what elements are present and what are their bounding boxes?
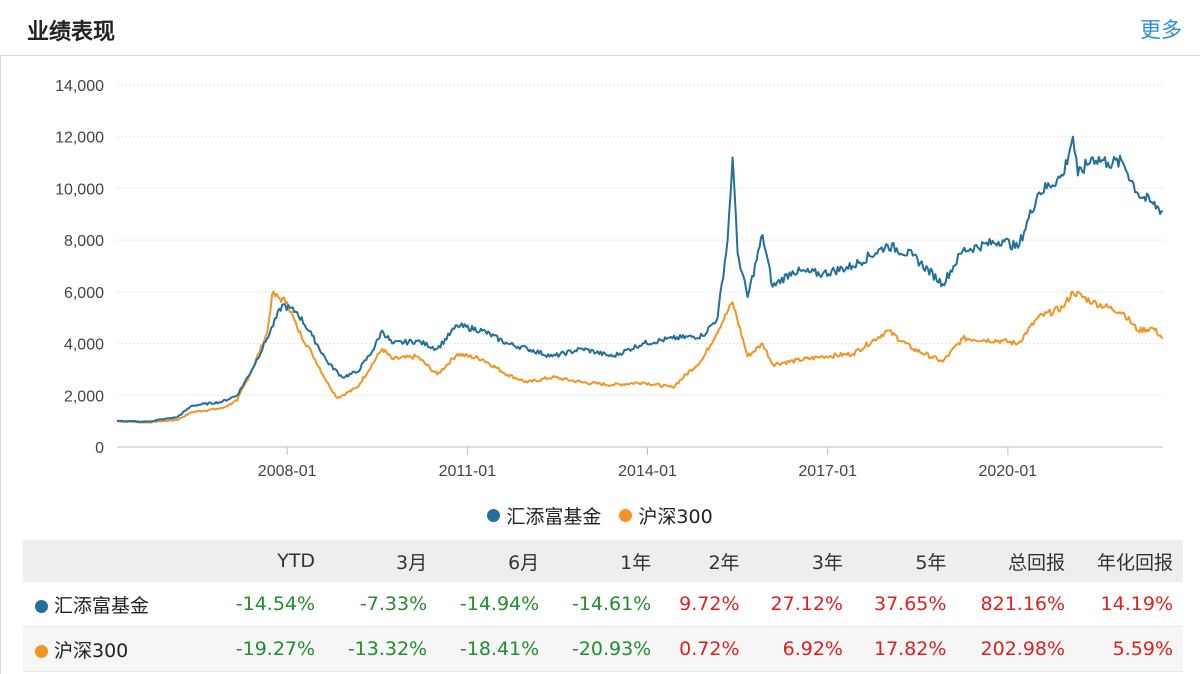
row-color-dot xyxy=(35,599,48,613)
performance-table: YTD 3月 6月 1年 2年 3年 5年 总回报 年化回报 汇添富基金 -14.… xyxy=(23,540,1183,672)
return-cell: -14.54% xyxy=(213,582,326,627)
chart-legend: 汇添富基金 沪深300 xyxy=(0,502,1200,529)
return-cell: 37.65% xyxy=(852,582,957,627)
return-cell: -14.61% xyxy=(549,582,662,627)
return-cell: 821.16% xyxy=(956,582,1076,627)
legend-label-fund: 汇添富基金 xyxy=(506,506,602,528)
x-tick-label: 2020-01 xyxy=(978,463,1037,480)
return-cell: 5.59% xyxy=(1075,626,1183,672)
series-line xyxy=(116,290,1164,424)
x-tick-label: 2008-01 xyxy=(258,463,317,480)
y-tick-label: 8,000 xyxy=(64,233,104,250)
return-cell: -18.41% xyxy=(437,626,550,672)
chart-panel xyxy=(0,55,1200,674)
row-name: 汇添富基金 xyxy=(54,594,150,617)
legend-dot-index xyxy=(619,509,633,522)
row-name: 沪深300 xyxy=(54,639,129,662)
section-header: 业绩表现 更多 xyxy=(0,0,1200,56)
return-cell: -7.33% xyxy=(325,582,438,627)
legend-dot-fund xyxy=(487,509,501,522)
return-cell: 202.98% xyxy=(956,626,1076,672)
return-cell: 0.72% xyxy=(661,626,750,672)
series-line xyxy=(116,135,1164,424)
row-color-dot xyxy=(35,644,48,658)
row-name-cell: 沪深300 xyxy=(23,626,213,672)
y-tick-label: 4,000 xyxy=(64,337,104,354)
x-tick-label: 2017-01 xyxy=(798,463,857,480)
header-3m: 3月 xyxy=(325,540,438,582)
series-lines xyxy=(116,135,1164,424)
x-tick-label: 2011-01 xyxy=(439,463,497,480)
return-cell: 14.19% xyxy=(1075,582,1183,627)
return-cell: -13.32% xyxy=(325,626,438,672)
more-link[interactable]: 更多 xyxy=(1140,18,1182,42)
y-tick-label: 10,000 xyxy=(55,181,104,198)
header-2y: 2年 xyxy=(661,540,750,582)
y-tick-label: 2,000 xyxy=(64,388,104,405)
header-name xyxy=(23,540,213,582)
legend-item-index[interactable]: 沪深300 xyxy=(619,502,713,529)
header-6m: 6月 xyxy=(437,540,550,582)
x-tick-label: 2014-01 xyxy=(618,463,677,480)
performance-line-chart: 0 2,000 4,000 6,000 8,000 10,000 12,000 14,000 2… xyxy=(55,78,1164,480)
return-cell: -20.93% xyxy=(549,626,662,672)
legend-label-index: 沪深300 xyxy=(638,506,713,528)
return-cell: -14.94% xyxy=(437,582,550,627)
y-tick-label: 12,000 xyxy=(55,130,104,147)
table-row: 沪深300 -19.27% -13.32% -18.41% -20.93% 0.72% 6.… xyxy=(23,626,1183,672)
header-annualized: 年化回报 xyxy=(1075,540,1183,582)
return-cell: 9.72% xyxy=(661,582,750,627)
header-3y: 3年 xyxy=(749,540,853,582)
y-tick-label: 14,000 xyxy=(55,78,104,95)
return-cell: 17.82% xyxy=(852,626,957,672)
header-ytd: YTD xyxy=(213,540,326,582)
y-tick-label: 6,000 xyxy=(64,285,104,302)
return-cell: 6.92% xyxy=(749,626,853,672)
y-tick-label: 0 xyxy=(95,440,104,457)
row-name-cell: 汇添富基金 xyxy=(23,582,213,627)
table-row: 汇添富基金 -14.54% -7.33% -14.94% -14.61% 9.72% 27.… xyxy=(23,582,1183,627)
return-cell: -19.27% xyxy=(213,626,326,672)
header-total: 总回报 xyxy=(956,540,1076,582)
table-header-row: YTD 3月 6月 1年 2年 3年 5年 总回报 年化回报 xyxy=(23,540,1183,582)
return-cell: 27.12% xyxy=(749,582,853,627)
header-1y: 1年 xyxy=(549,540,662,582)
header-5y: 5年 xyxy=(852,540,957,582)
legend-item-fund[interactable]: 汇添富基金 xyxy=(487,502,601,529)
section-title: 业绩表现 xyxy=(27,20,116,45)
axes: 0 2,000 4,000 6,000 8,000 10,000 12,000 14,000 2… xyxy=(55,78,1163,480)
